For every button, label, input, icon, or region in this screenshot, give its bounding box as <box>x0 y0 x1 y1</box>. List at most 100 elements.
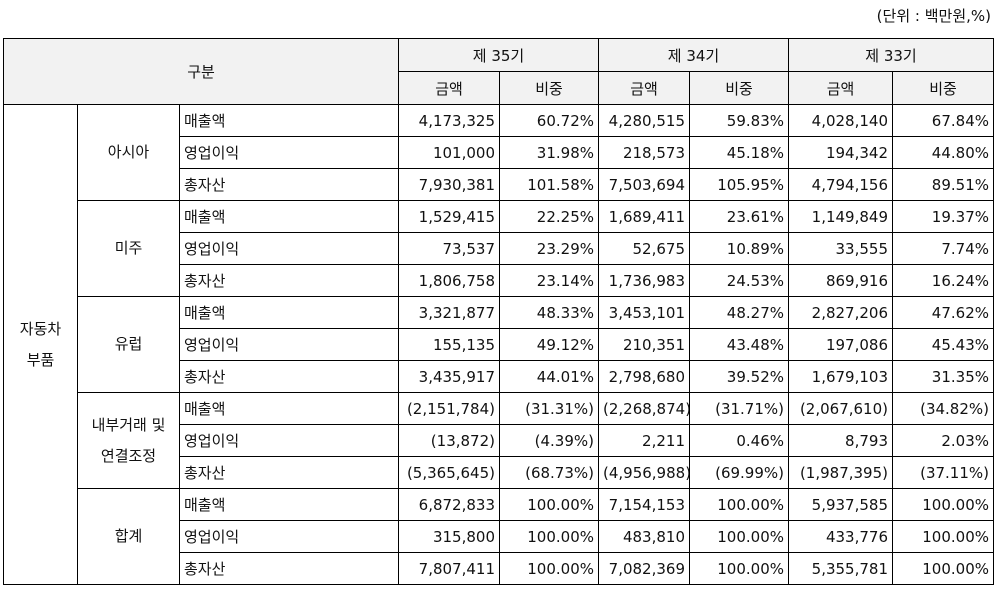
ratio-cell: 100.00% <box>499 520 599 553</box>
region-label: 유럽 <box>114 335 143 353</box>
amount-cell: 7,930,381 <box>398 168 500 201</box>
amount-cell: 73,537 <box>398 232 500 265</box>
amount-cell: (2,151,784) <box>398 392 500 425</box>
amount-cell: 3,321,877 <box>398 296 500 329</box>
table-row: 총자산 1,806,758 23.14% 1,736,983 24.53% 869,916… <box>4 264 994 297</box>
amount-cell: 4,280,515 <box>598 104 690 137</box>
ratio-cell: (68.73%) <box>499 456 599 489</box>
ratio-cell: 100.00% <box>499 552 599 585</box>
amount-cell: 33,555 <box>788 232 893 265</box>
item-label: 총자산 <box>179 552 399 585</box>
ratio-cell: (37.11%) <box>892 456 994 489</box>
ratio-cell: 7.74% <box>892 232 994 265</box>
table-row: 미주 매출액 1,529,415 22.25% 1,689,411 23.61% 1,149… <box>4 200 994 297</box>
ratio-cell: 10.89% <box>689 232 789 265</box>
item-label: 영업이익 <box>179 232 399 265</box>
table-row: 합계 매출액 6,872,833 100.00% 7,154,153 100.00% 5,9… <box>4 488 994 585</box>
amount-cell: 210,351 <box>598 328 690 361</box>
table-row: 총자산 7,807,411 100.00% 7,082,369 100.00% 5,355… <box>4 552 994 585</box>
ratio-cell: 100.00% <box>892 552 994 585</box>
amount-cell: 2,211 <box>598 424 690 457</box>
ratio-cell: 49.12% <box>499 328 599 361</box>
item-label: 영업이익 <box>179 424 399 457</box>
amount-header: 금액 <box>788 71 893 105</box>
amount-cell: 7,503,694 <box>598 168 690 201</box>
item-label: 영업이익 <box>179 520 399 553</box>
ratio-cell: 100.00% <box>892 488 994 521</box>
ratio-cell: 0.46% <box>689 424 789 457</box>
item-label: 총자산 <box>179 456 399 489</box>
ratio-cell: 23.29% <box>499 232 599 265</box>
amount-cell: 155,135 <box>398 328 500 361</box>
amount-cell: 194,342 <box>788 136 893 169</box>
region-cell: 유럽 <box>77 296 180 393</box>
ratio-cell: 16.24% <box>892 264 994 297</box>
table-row: 영업이익 101,000 31.98% 218,573 45.18% 194,342 44.… <box>4 136 994 169</box>
amount-cell: 4,028,140 <box>788 104 893 137</box>
amount-cell: 101,000 <box>398 136 500 169</box>
table-row: 유럽 매출액 3,321,877 48.33% 3,453,101 48.27% 2,827… <box>4 296 994 393</box>
table-row: 영업이익 73,537 23.29% 52,675 10.89% 33,555 7.74% <box>4 232 994 265</box>
ratio-cell: (34.82%) <box>892 392 994 425</box>
ratio-cell: 67.84% <box>892 104 994 137</box>
ratio-cell: 100.00% <box>892 520 994 553</box>
amount-header: 금액 <box>398 71 500 105</box>
table-row: 영업이익 315,800 100.00% 483,810 100.00% 433,776 1… <box>4 520 994 553</box>
amount-cell: 197,086 <box>788 328 893 361</box>
ratio-header: 비중 <box>689 71 789 105</box>
ratio-cell: 23.61% <box>689 200 789 233</box>
ratio-cell: (31.31%) <box>499 392 599 425</box>
item-label: 매출액 <box>179 104 399 137</box>
segment-table: 구분 제 35기 제 34기 제 33기 금액 비중 금액 비중 금액 비중 자… <box>3 38 994 585</box>
amount-cell: 8,793 <box>788 424 893 457</box>
amount-cell: 4,173,325 <box>398 104 500 137</box>
amount-header: 금액 <box>598 71 690 105</box>
ratio-cell: 89.51% <box>892 168 994 201</box>
item-label: 총자산 <box>179 264 399 297</box>
ratio-cell: 100.00% <box>689 488 789 521</box>
ratio-cell: 48.33% <box>499 296 599 329</box>
table-row: 영업이익 (13,872) (4.39%) 2,211 0.46% 8,793 2.03% <box>4 424 994 457</box>
item-label: 매출액 <box>179 296 399 329</box>
ratio-cell: (4.39%) <box>499 424 599 457</box>
item-label: 매출액 <box>179 488 399 521</box>
amount-cell: 5,937,585 <box>788 488 893 521</box>
table-row: 내부거래 및 연결조정 매출액 (2,151,784) (31.31%) (2,268,8… <box>4 392 994 489</box>
amount-cell: 3,435,917 <box>398 360 500 393</box>
table-row: 총자산 3,435,917 44.01% 2,798,680 39.52% 1,679,1… <box>4 360 994 393</box>
ratio-header: 비중 <box>892 71 994 105</box>
amount-cell: 483,810 <box>598 520 690 553</box>
ratio-cell: 47.62% <box>892 296 994 329</box>
ratio-cell: 100.00% <box>689 520 789 553</box>
amount-cell: 315,800 <box>398 520 500 553</box>
ratio-cell: 2.03% <box>892 424 994 457</box>
amount-cell: 1,149,849 <box>788 200 893 233</box>
amount-cell: 3,453,101 <box>598 296 690 329</box>
region-label: 합계 <box>114 527 143 545</box>
table-row: 자동차 부품 아시아 매출액 4,173,325 60.72% 4,280,515 59.83… <box>3 104 994 585</box>
period-header: 제 33기 <box>788 38 994 72</box>
ratio-cell: 31.98% <box>499 136 599 169</box>
region-label: 내부거래 및 <box>91 415 166 434</box>
ratio-cell: 60.72% <box>499 104 599 137</box>
ratio-cell: 101.58% <box>499 168 599 201</box>
amount-cell: 433,776 <box>788 520 893 553</box>
ratio-cell: 45.18% <box>689 136 789 169</box>
ratio-cell: 59.83% <box>689 104 789 137</box>
region-label: 아시아 <box>107 143 150 161</box>
item-label: 영업이익 <box>179 328 399 361</box>
segment-group-label: 자동차 <box>19 319 62 338</box>
amount-cell: 1,529,415 <box>398 200 500 233</box>
table-row: 총자산 (5,365,645) (68.73%) (4,956,988) (69.99%… <box>4 456 994 489</box>
ratio-cell: (69.99%) <box>689 456 789 489</box>
ratio-cell: 44.01% <box>499 360 599 393</box>
ratio-cell: 105.95% <box>689 168 789 201</box>
region-cell: 내부거래 및 연결조정 <box>77 392 180 489</box>
ratio-cell: 22.25% <box>499 200 599 233</box>
ratio-cell: 39.52% <box>689 360 789 393</box>
amount-cell: (2,067,610) <box>788 392 893 425</box>
ratio-cell: 100.00% <box>689 552 789 585</box>
ratio-cell: 44.80% <box>892 136 994 169</box>
amount-cell: 5,355,781 <box>788 552 893 585</box>
amount-cell: (2,268,874) <box>598 392 690 425</box>
